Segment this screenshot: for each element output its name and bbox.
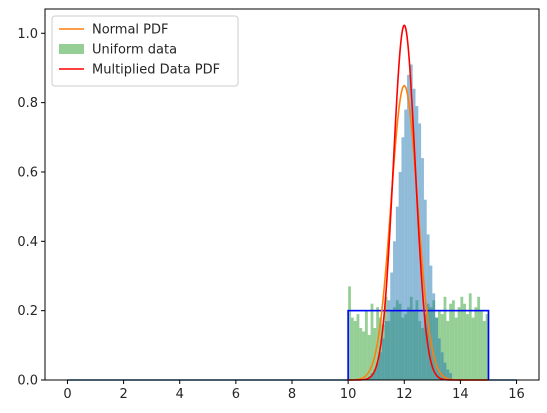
histogram-bar	[432, 293, 436, 380]
histogram-bar	[449, 303, 452, 380]
x-axis: 0 2 4 6 8 10 12 14 16	[63, 380, 525, 402]
histogram-bar	[440, 352, 444, 380]
x-tick-label: 14	[452, 387, 469, 402]
histogram-bar	[348, 286, 351, 380]
y-tick-label: 0.0	[17, 374, 38, 389]
histogram-bar	[404, 109, 408, 381]
histogram-bar	[466, 314, 469, 380]
histogram-bar	[463, 303, 467, 380]
legend-label: Uniform data	[92, 43, 177, 58]
histogram-bar	[471, 317, 475, 380]
histogram-bar	[454, 317, 458, 380]
histogram-bar	[364, 310, 368, 380]
histogram-bar	[409, 64, 413, 381]
histogram-bar	[460, 296, 464, 380]
histogram-bar	[443, 362, 447, 380]
histogram-bar	[376, 362, 380, 380]
histogram-bar	[390, 272, 394, 380]
histogram-bar	[435, 317, 438, 380]
histogram-bar	[480, 310, 483, 380]
legend-patch-swatch	[59, 44, 84, 54]
y-tick-label: 0.2	[17, 304, 38, 319]
histogram-bar	[485, 314, 489, 380]
x-tick-label: 0	[63, 387, 71, 402]
x-tick-label: 4	[176, 387, 184, 402]
histogram-bar	[398, 171, 402, 380]
y-tick-label: 0.8	[17, 96, 38, 111]
histogram-bar	[474, 307, 478, 380]
histogram-bar	[449, 373, 452, 380]
legend-label: Normal PDF	[92, 23, 169, 38]
y-axis: 0.0 0.2 0.4 0.6 0.8 1.0	[17, 27, 45, 389]
histogram-bar	[373, 369, 377, 380]
histogram-bar	[412, 88, 416, 380]
histogram-bar	[379, 352, 382, 380]
histogram-bar	[384, 321, 388, 380]
uniform-pdf-line	[347, 309, 490, 380]
histogram-bar	[350, 317, 354, 380]
histogram-bar	[440, 314, 444, 380]
histogram-bar	[356, 314, 360, 380]
histogram-bar	[443, 296, 447, 380]
x-tick-label: 2	[119, 387, 127, 402]
histogram-bar	[387, 300, 391, 380]
legend: Normal PDF Uniform data Multiplied Data PD…	[51, 15, 239, 87]
histogram-bar	[367, 334, 371, 380]
histogram-bar	[457, 307, 461, 380]
histogram-bar	[362, 331, 365, 380]
histogram-bar	[468, 293, 472, 380]
histogram-bar	[426, 234, 430, 380]
histogram-bar	[395, 206, 399, 380]
histogram-bar	[381, 338, 385, 380]
histogram-bar	[482, 321, 486, 380]
histogram-bar	[451, 300, 455, 380]
histogram-bar	[370, 303, 374, 380]
x-tick-label: 12	[396, 387, 413, 402]
x-tick-label: 6	[232, 387, 240, 402]
histogram-bar	[446, 321, 450, 380]
legend-label: Multiplied Data PDF	[92, 63, 220, 78]
histogram-bar	[407, 74, 410, 380]
y-tick-label: 0.6	[17, 165, 38, 180]
histogram-bar	[437, 338, 441, 380]
histogram-bar	[415, 106, 419, 381]
y-tick-label: 1.0	[17, 27, 38, 42]
legend-box	[51, 15, 239, 87]
x-tick-label: 10	[340, 387, 357, 402]
x-tick-label: 8	[288, 387, 296, 402]
x-tick-label: 16	[508, 387, 525, 402]
histogram-bar	[429, 265, 433, 380]
histogram-bar	[353, 321, 357, 380]
histogram-bar	[477, 296, 481, 380]
y-tick-label: 0.4	[17, 235, 38, 250]
histogram-bar	[401, 137, 405, 380]
histogram-bar	[446, 369, 450, 380]
histogram-bar	[359, 327, 363, 380]
